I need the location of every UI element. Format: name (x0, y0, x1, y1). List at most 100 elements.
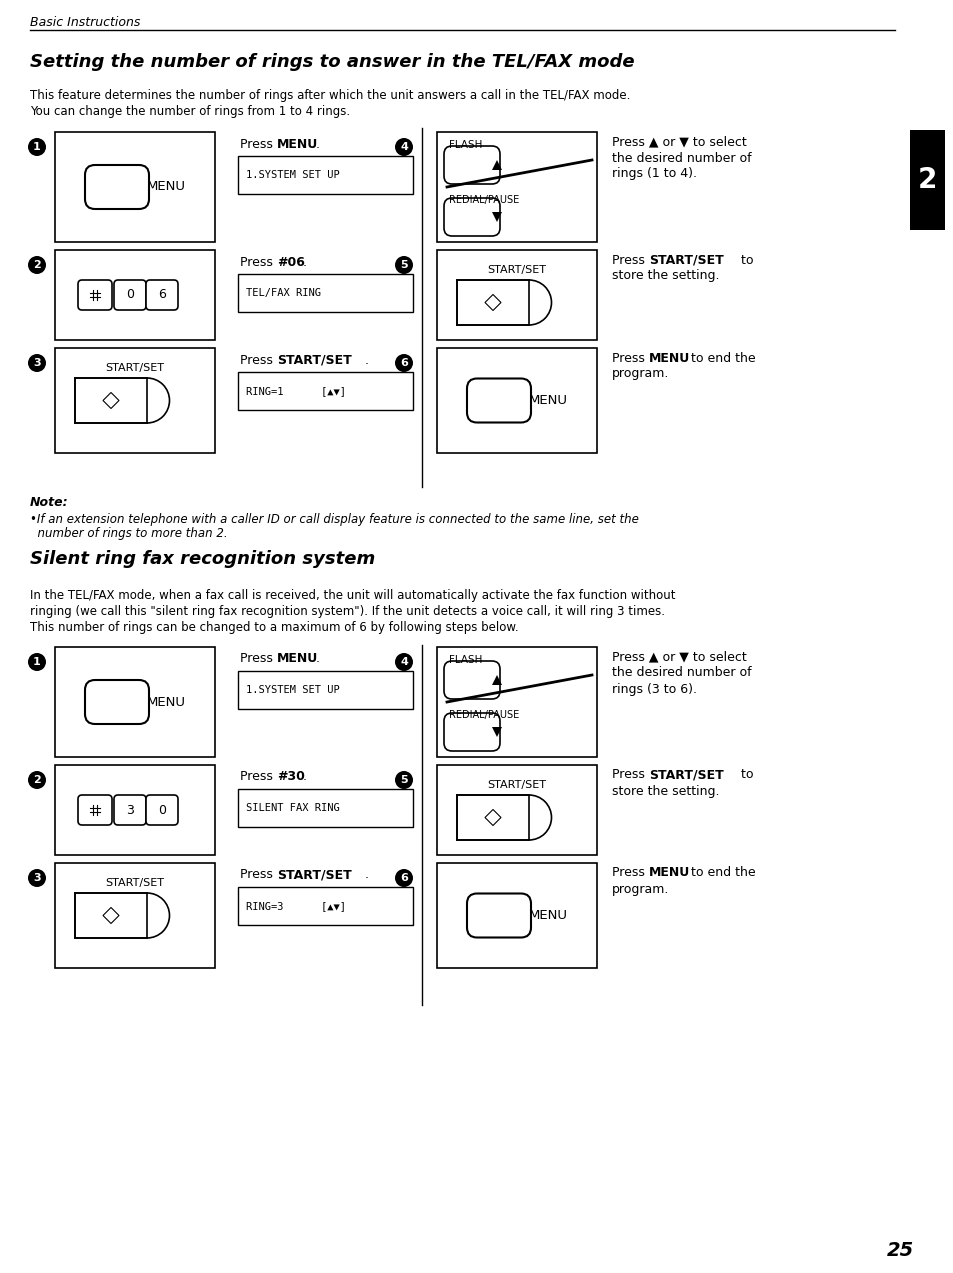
Text: 3: 3 (33, 873, 41, 883)
Text: .: . (303, 770, 307, 783)
Text: MENU: MENU (648, 867, 690, 880)
Bar (237, 372, 413, 410)
Circle shape (28, 354, 46, 372)
Text: MENU: MENU (147, 181, 186, 193)
FancyBboxPatch shape (443, 713, 499, 751)
Bar (436, 647, 597, 757)
Text: rings (1 to 4).: rings (1 to 4). (612, 168, 697, 181)
Text: MENU: MENU (276, 653, 318, 666)
Bar (55, 132, 214, 242)
Polygon shape (103, 908, 119, 923)
Text: Silent ring fax recognition system: Silent ring fax recognition system (30, 550, 375, 568)
Text: 6: 6 (399, 873, 408, 883)
Text: to: to (737, 769, 753, 782)
Polygon shape (484, 810, 500, 825)
FancyBboxPatch shape (467, 894, 531, 937)
Bar (456, 280, 529, 325)
Text: MENU: MENU (648, 351, 690, 364)
Text: RING=3      [▲▼]: RING=3 [▲▼] (246, 901, 346, 911)
Circle shape (395, 256, 413, 274)
Text: START/SET: START/SET (487, 265, 546, 275)
Text: Press: Press (612, 867, 648, 880)
Text: START/SET: START/SET (487, 780, 546, 791)
Text: 1: 1 (33, 143, 41, 151)
Text: .: . (365, 868, 369, 881)
Bar (75, 892, 147, 938)
Text: MENU: MENU (529, 909, 567, 922)
Text: to end the: to end the (686, 867, 755, 880)
Text: program.: program. (612, 882, 669, 895)
Bar (436, 863, 597, 967)
Text: Press: Press (240, 770, 276, 783)
FancyBboxPatch shape (85, 165, 149, 209)
FancyBboxPatch shape (113, 796, 146, 825)
Text: Press: Press (612, 769, 648, 782)
FancyBboxPatch shape (113, 280, 146, 311)
Bar (55, 647, 214, 757)
Text: #30: #30 (276, 770, 305, 783)
Text: START/SET: START/SET (276, 354, 352, 367)
Text: MENU: MENU (276, 137, 318, 150)
Text: REDIAL/PAUSE: REDIAL/PAUSE (449, 195, 518, 205)
Text: •If an extension telephone with a caller ID or call display feature is connected: •If an extension telephone with a caller… (30, 513, 639, 526)
Text: .: . (303, 256, 307, 269)
Text: 1.SYSTEM SET UP: 1.SYSTEM SET UP (246, 171, 339, 179)
Text: store the setting.: store the setting. (612, 784, 719, 797)
Circle shape (28, 771, 46, 789)
Bar (436, 132, 597, 242)
FancyBboxPatch shape (443, 146, 499, 185)
Text: Press: Press (240, 256, 276, 269)
Text: Press: Press (240, 137, 276, 150)
Bar (55, 863, 214, 967)
Circle shape (395, 137, 413, 157)
Circle shape (28, 137, 46, 157)
Text: to end the: to end the (686, 351, 755, 364)
Text: .: . (315, 137, 319, 150)
Text: .: . (365, 354, 369, 367)
Text: MENU: MENU (529, 395, 567, 407)
Text: 3: 3 (33, 358, 41, 368)
Text: TEL/FAX RING: TEL/FAX RING (246, 288, 320, 298)
Text: FLASH: FLASH (449, 140, 482, 150)
Text: Press ▲ or ▼ to select: Press ▲ or ▼ to select (612, 651, 746, 663)
Text: This number of rings can be changed to a maximum of 6 by following steps below.: This number of rings can be changed to a… (30, 620, 518, 634)
Text: rings (3 to 6).: rings (3 to 6). (612, 682, 697, 695)
Bar (909, 130, 944, 230)
FancyBboxPatch shape (78, 280, 112, 311)
Text: the desired number of: the desired number of (612, 667, 751, 680)
Bar (436, 250, 597, 340)
Bar (237, 887, 413, 925)
Text: ringing (we call this "silent ring fax recognition system"). If the unit detects: ringing (we call this "silent ring fax r… (30, 605, 664, 617)
Polygon shape (492, 675, 501, 685)
Text: Basic Instructions: Basic Instructions (30, 15, 140, 28)
Text: 1.SYSTEM SET UP: 1.SYSTEM SET UP (246, 685, 339, 695)
Bar (456, 796, 529, 840)
Text: the desired number of: the desired number of (612, 151, 751, 164)
Circle shape (395, 354, 413, 372)
FancyBboxPatch shape (467, 378, 531, 423)
Text: Press: Press (612, 351, 648, 364)
Text: program.: program. (612, 368, 669, 381)
Text: store the setting.: store the setting. (612, 270, 719, 283)
Polygon shape (492, 727, 501, 737)
Text: In the TEL/FAX mode, when a fax call is received, the unit will automatically ac: In the TEL/FAX mode, when a fax call is … (30, 588, 675, 602)
Text: 0: 0 (158, 803, 166, 816)
FancyBboxPatch shape (146, 280, 178, 311)
Text: number of rings to more than 2.: number of rings to more than 2. (30, 527, 228, 541)
Bar (237, 274, 413, 312)
Text: 4: 4 (399, 143, 408, 151)
FancyBboxPatch shape (443, 661, 499, 699)
Circle shape (28, 653, 46, 671)
Text: 1: 1 (33, 657, 41, 667)
Text: 5: 5 (399, 775, 407, 785)
Text: START/SET: START/SET (106, 878, 164, 889)
Text: Press: Press (240, 653, 276, 666)
Text: 5: 5 (399, 260, 407, 270)
Text: 6: 6 (158, 289, 166, 302)
Bar (55, 348, 214, 453)
Text: 6: 6 (399, 358, 408, 368)
FancyBboxPatch shape (443, 199, 499, 236)
Text: START/SET: START/SET (648, 253, 723, 266)
Text: 2: 2 (33, 260, 41, 270)
Text: Press: Press (612, 253, 648, 266)
